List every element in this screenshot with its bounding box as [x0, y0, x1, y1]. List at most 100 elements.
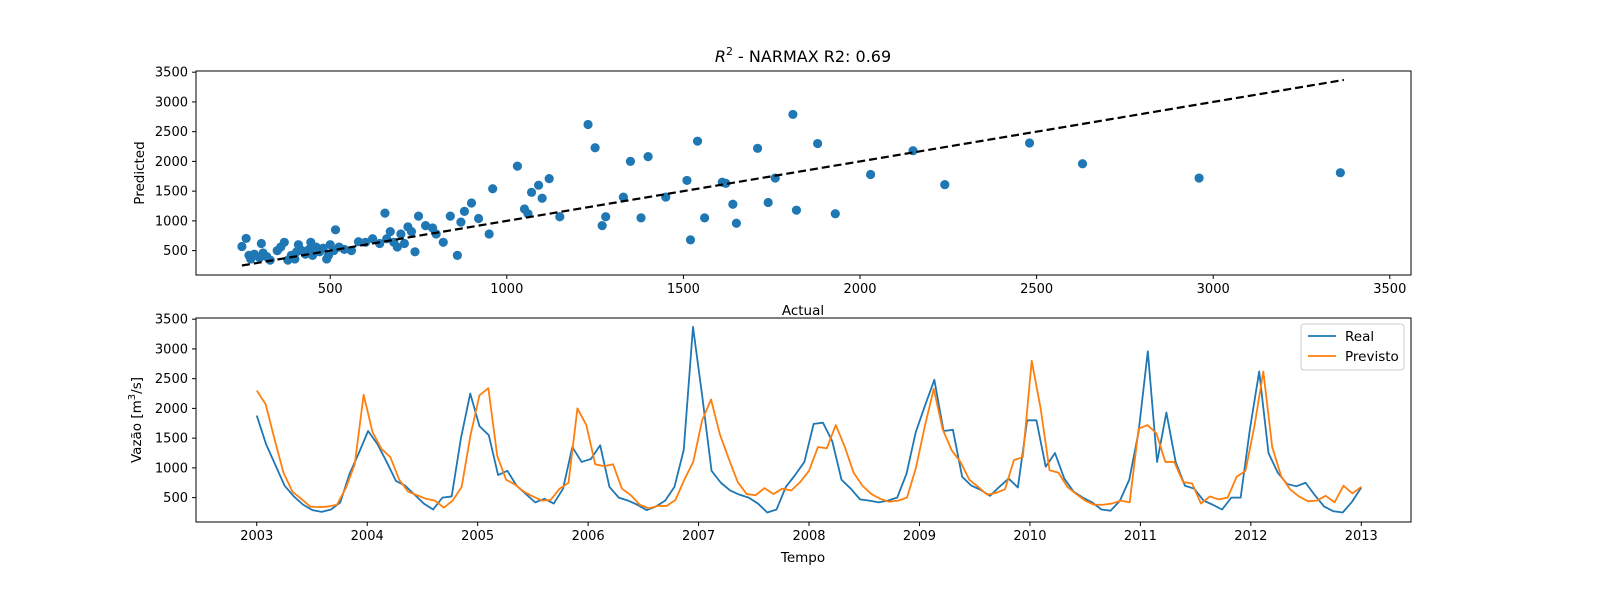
scatter-point	[752, 143, 763, 153]
scatter-point	[866, 169, 876, 180]
scatter-point	[420, 221, 431, 231]
timeseries-y-tick-label: 3500	[155, 313, 188, 328]
scatter-point	[544, 174, 554, 184]
timeseries-x-tick-label: 2007	[682, 529, 715, 544]
timeseries-x-tick-label: 2011	[1124, 529, 1157, 544]
scatter-point	[534, 180, 544, 190]
scatter-x-tick-label: 500	[318, 282, 343, 297]
scatter-point	[583, 119, 593, 130]
scatter-point	[237, 241, 247, 252]
scatter-point	[445, 211, 455, 221]
scatter-point	[473, 213, 484, 224]
scatter-x-tick-label: 2500	[1020, 282, 1053, 297]
scatter-y-tick-label: 3000	[155, 95, 188, 110]
scatter-title: R2 - NARMAX R2: 0.69	[715, 45, 891, 66]
timeseries-y-tick-label: 2000	[155, 402, 188, 417]
scatter-point	[597, 221, 607, 231]
scatter-point	[1335, 168, 1345, 178]
scatter-x-tick-label: 1000	[490, 282, 523, 297]
scatter-point	[459, 206, 470, 216]
timeseries-x-tick-label: 2003	[240, 529, 273, 544]
scatter-point	[601, 212, 611, 222]
scatter-point	[636, 213, 646, 223]
scatter-y-ticks: 500 1000 1500 2000 2500 3000 3500	[155, 66, 196, 259]
scatter-point	[643, 152, 653, 162]
scatter-point	[940, 179, 950, 190]
scatter-point	[537, 193, 547, 203]
scatter-x-tick-label: 3500	[1373, 282, 1406, 297]
scatter-point	[682, 175, 692, 186]
scatter-x-tick-label: 2000	[843, 282, 876, 297]
legend-label-previsto: Previsto	[1345, 349, 1399, 365]
scatter-point	[438, 237, 448, 247]
scatter-point	[353, 237, 364, 247]
scatter-point	[406, 226, 417, 237]
scatter-point	[1194, 173, 1204, 183]
timeseries-lines	[255, 326, 1363, 514]
scatter-point	[456, 217, 466, 227]
scatter-point	[685, 235, 696, 245]
scatter-y-tick-label: 3500	[155, 66, 188, 81]
scatter-point	[512, 161, 523, 171]
scatter-point	[452, 250, 462, 260]
scatter-point	[410, 247, 420, 257]
scatter-point	[625, 156, 636, 167]
scatter-point	[731, 218, 741, 228]
scatter-point	[375, 238, 385, 249]
timeseries-y-tick-label: 1000	[155, 461, 188, 476]
scatter-point	[763, 197, 773, 208]
scatter-x-tick-label: 1500	[667, 282, 700, 297]
scatter-point	[279, 237, 289, 247]
scatter-y-tick-label: 2500	[155, 125, 188, 140]
timeseries-x-tick-label: 2013	[1345, 529, 1378, 544]
scatter-x-axis-label: Actual	[782, 303, 824, 319]
scatter-point	[488, 184, 498, 194]
timeseries-x-tick-label: 2008	[792, 529, 825, 544]
identity-reference-line	[241, 78, 1345, 267]
scatter-y-tick-label: 1500	[155, 185, 188, 200]
timeseries-x-tick-label: 2009	[903, 529, 936, 544]
scatter-point	[555, 212, 565, 222]
scatter-x-ticks: 500 1000 1500 2000 2500 3000 3500	[318, 275, 1406, 297]
legend-label-real: Real	[1345, 329, 1374, 345]
scatter-point	[1077, 159, 1088, 169]
scatter-reference-line	[241, 78, 1345, 267]
timeseries-x-tick-label: 2004	[351, 529, 384, 544]
timeseries-y-tick-label: 3000	[155, 342, 188, 357]
scatter-point	[466, 198, 477, 208]
timeseries-y-tick-label: 2500	[155, 372, 188, 387]
scatter-y-tick-label: 500	[163, 244, 188, 259]
scatter-y-tick-label: 1000	[155, 214, 188, 229]
scatter-point	[413, 211, 424, 221]
scatter-y-tick-label: 2000	[155, 155, 188, 170]
scatter-point	[692, 136, 703, 146]
timeseries-subplot: 2003 2004 2005 2006 2007 2008 2009 2010 2011 2012…	[127, 313, 1412, 566]
timeseries-y-ticks: 500 1000 1500 2000 2500 3000 3500	[155, 313, 196, 506]
timeseries-x-tick-label: 2010	[1013, 529, 1046, 544]
timeseries-axes-frame	[195, 317, 1412, 523]
timeseries-x-ticks: 2003 2004 2005 2006 2007 2008 2009 2010 2011 2012…	[240, 522, 1378, 544]
timeseries-x-tick-label: 2005	[461, 529, 494, 544]
scatter-point	[367, 234, 378, 244]
scatter-point	[788, 109, 798, 120]
scatter-point	[399, 238, 409, 249]
scatter-point	[385, 226, 395, 237]
timeseries-y-axis-label: Vazão [m3/s]	[127, 377, 145, 463]
scatter-point	[241, 233, 251, 244]
scatter-point	[330, 225, 341, 235]
scatter-point	[396, 229, 406, 239]
scatter-point	[392, 242, 402, 252]
scatter-point	[590, 143, 600, 153]
timeseries-x-axis-label: Tempo	[780, 550, 825, 566]
scatter-point	[484, 229, 494, 239]
scatter-point	[380, 208, 390, 218]
scatter-point	[256, 238, 266, 249]
series-line-real	[255, 326, 1363, 514]
scatter-axes-frame	[195, 70, 1412, 276]
scatter-point	[813, 138, 823, 149]
scatter-x-tick-label: 3000	[1197, 282, 1230, 297]
timeseries-y-tick-label: 1500	[155, 432, 188, 447]
scatter-y-axis-label: Predicted	[132, 141, 148, 204]
